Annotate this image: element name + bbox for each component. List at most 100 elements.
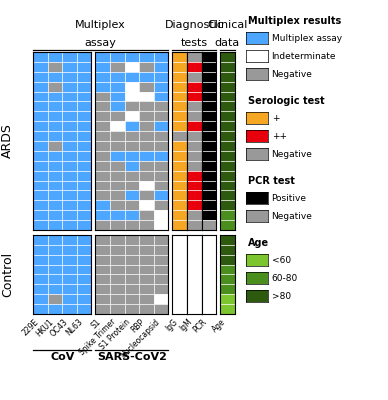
Bar	[202, 304, 216, 314]
Bar	[33, 274, 48, 284]
Text: Negative: Negative	[272, 212, 312, 220]
Bar	[187, 72, 202, 82]
Bar	[62, 92, 77, 102]
Bar	[95, 264, 110, 274]
Bar	[187, 131, 202, 141]
Bar	[77, 255, 92, 264]
Text: S1 Protein: S1 Protein	[98, 317, 132, 351]
Bar	[33, 82, 48, 92]
Bar	[95, 284, 110, 294]
Bar	[202, 62, 216, 72]
Text: Multiplex assay: Multiplex assay	[272, 34, 342, 42]
Bar	[154, 131, 168, 141]
Bar	[154, 304, 168, 314]
Bar	[154, 141, 168, 151]
Bar	[154, 245, 168, 255]
Bar	[172, 171, 187, 180]
Bar	[110, 111, 125, 121]
Bar	[172, 131, 187, 141]
Bar	[110, 235, 125, 245]
Bar	[62, 141, 77, 151]
Bar	[139, 151, 154, 161]
Bar	[95, 131, 110, 141]
Bar	[187, 220, 202, 230]
Bar	[139, 52, 154, 62]
Bar	[172, 72, 187, 82]
Bar	[125, 131, 139, 141]
Text: Negative: Negative	[272, 70, 312, 78]
Bar	[172, 190, 187, 200]
Bar	[33, 52, 48, 62]
Bar	[187, 161, 202, 171]
Bar	[95, 141, 110, 151]
Bar	[139, 220, 154, 230]
Bar	[110, 180, 125, 190]
Text: RBP: RBP	[130, 317, 147, 334]
Bar	[62, 304, 77, 314]
Bar	[77, 131, 92, 141]
Bar	[33, 121, 48, 131]
Bar	[33, 264, 48, 274]
Text: NL63: NL63	[64, 317, 84, 338]
Bar	[139, 72, 154, 82]
Bar	[48, 284, 62, 294]
Bar	[95, 151, 110, 161]
Bar	[110, 151, 125, 161]
Text: PCR test: PCR test	[248, 176, 295, 186]
Bar	[77, 62, 92, 72]
Text: Multiplex: Multiplex	[75, 20, 126, 30]
Bar	[125, 62, 139, 72]
Bar	[125, 210, 139, 220]
Text: Age: Age	[211, 317, 227, 334]
Text: Clinical: Clinical	[207, 20, 248, 30]
Bar	[125, 190, 139, 200]
Bar	[95, 180, 110, 190]
Bar	[62, 72, 77, 82]
Bar	[110, 245, 125, 255]
Bar	[48, 304, 62, 314]
Bar	[202, 264, 216, 274]
Bar	[62, 200, 77, 210]
Bar	[139, 180, 154, 190]
Bar	[48, 200, 62, 210]
Bar	[110, 200, 125, 210]
Bar	[110, 220, 125, 230]
Bar	[48, 255, 62, 264]
Bar	[33, 151, 48, 161]
Bar	[202, 210, 216, 220]
Bar	[220, 180, 235, 190]
Bar	[154, 235, 168, 245]
Bar	[48, 141, 62, 151]
Bar	[62, 294, 77, 304]
Bar	[172, 111, 187, 121]
Bar	[154, 121, 168, 131]
Text: HKU1: HKU1	[34, 317, 55, 338]
Bar	[125, 235, 139, 245]
Bar	[202, 255, 216, 264]
Text: >80: >80	[272, 292, 291, 300]
Bar	[154, 82, 168, 92]
Bar	[125, 274, 139, 284]
Bar	[125, 220, 139, 230]
Bar	[77, 52, 92, 62]
Bar	[48, 220, 62, 230]
Bar	[220, 255, 235, 264]
Bar	[110, 82, 125, 92]
Text: Negative: Negative	[272, 150, 312, 158]
Bar	[33, 200, 48, 210]
Text: Nucleocapsid: Nucleocapsid	[119, 317, 161, 360]
Bar	[33, 72, 48, 82]
Bar	[33, 102, 48, 111]
Bar	[62, 151, 77, 161]
Bar	[154, 294, 168, 304]
Bar	[95, 92, 110, 102]
Bar	[62, 171, 77, 180]
Bar	[220, 171, 235, 180]
Bar	[110, 274, 125, 284]
Bar	[220, 151, 235, 161]
Bar	[62, 284, 77, 294]
Bar	[95, 82, 110, 92]
Bar	[172, 255, 187, 264]
Bar	[48, 151, 62, 161]
Bar	[154, 210, 168, 220]
